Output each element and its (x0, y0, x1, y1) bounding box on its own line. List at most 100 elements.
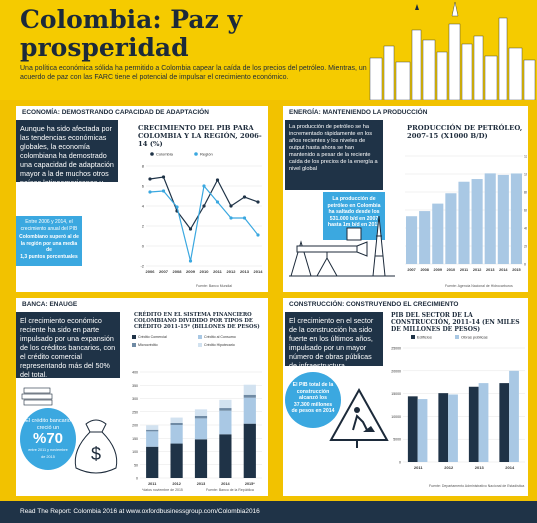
bar-segment (170, 422, 183, 425)
data-point (188, 227, 193, 231)
legend-swatch (132, 335, 136, 339)
bar (510, 173, 522, 264)
x-tick-label: 2014 (505, 465, 515, 470)
bar-segment (194, 415, 208, 419)
legend-label: Crédito al Consumo (204, 335, 236, 339)
economia-section-title: ECONOMÍA: DEMOSTRANDO CAPACIDAD DE ADAPT… (22, 109, 209, 116)
construccion-text: El crecimiento en el sector de la constr… (285, 312, 383, 370)
legend-swatch (198, 343, 202, 347)
bar (448, 394, 458, 462)
legend-label: Crédito Comercial (138, 335, 167, 339)
bar (478, 383, 489, 462)
bar-segment (146, 446, 159, 478)
bar-segment (170, 443, 183, 478)
bar (458, 181, 470, 264)
bar (406, 216, 418, 264)
x-tick-label: 2010 (447, 268, 455, 272)
x-tick-label: 2013 (197, 482, 205, 486)
x-tick-label: 2015 (512, 268, 520, 272)
construction-chart-title: PIB DEL SECTOR DE LA CONSTRUCCIÓN, 2011-… (391, 312, 520, 333)
money-bag-icon: $ (74, 419, 118, 474)
y-tick-label: 0 (399, 461, 401, 465)
x-tick-label: 2014 (221, 482, 230, 486)
data-point (148, 177, 152, 181)
x-tick-label: 2010 (200, 269, 210, 274)
city-skyline-illustration (369, 1, 536, 100)
legend-label: Obras públicas (461, 335, 488, 340)
y-tick-label: 50 (134, 463, 138, 467)
economia-source: Fuente: Banco Mundial (196, 284, 232, 288)
bar-segment (243, 384, 256, 395)
bar-segment (243, 423, 256, 478)
y-tick-label: 8 (142, 164, 145, 169)
data-point (202, 204, 206, 208)
bar (432, 203, 444, 264)
bar-segment (146, 429, 159, 432)
economia-callout-value: 1,3 puntos porcentuales (20, 253, 78, 260)
data-point (242, 195, 247, 199)
bar-segment (243, 394, 256, 398)
banca-section-title: BANCA: ENAUGE (22, 301, 78, 308)
gdp-chart-title: CRECIMIENTO DEL PIB PARA COLOMBIA Y LA R… (138, 124, 262, 148)
y-tick-label: 300 (132, 397, 138, 401)
legend-swatch (194, 152, 198, 156)
y-tick-label: 150 (132, 437, 138, 441)
legend-swatch (150, 152, 154, 156)
x-tick-label: 2008 (420, 268, 428, 272)
construccion-section-title: CONSTRUCCIÓN: CONSTRUYENDO EL CRECIMIENT… (289, 301, 459, 308)
legend-swatch (198, 335, 202, 339)
bar-segment (219, 410, 232, 435)
energia-text: La producción de petróleo se ha incremen… (285, 120, 383, 190)
bar-segment (146, 431, 159, 447)
bar (468, 386, 479, 462)
energia-panel: ENERGÍA: MANTENIENDO LA PRODUCCIÓN La pr… (283, 106, 528, 292)
data-point (175, 205, 179, 209)
y-tick-label: 5000 (393, 438, 401, 442)
construction-gdp-bar-chart: Edificios Obras públicas 0 5000 10000 15000 20… (391, 335, 525, 470)
legend-label: Crédito Hipotecario (204, 343, 235, 347)
data-point (256, 200, 260, 204)
banca-callout: El crédito bancario creció un %70 entre … (20, 408, 76, 470)
x-tick-label: 2012 (444, 465, 454, 470)
y-tick-label: 600 (524, 209, 527, 213)
construction-sign-icon (329, 387, 389, 448)
oil-production-bar-chart: 0 200 400 600 800 1000 1200 2007 2008 2009 2010 201… (405, 155, 527, 272)
x-tick-label: 2015* (245, 482, 255, 486)
banca-source: Fuente: Banco de la República (206, 488, 254, 492)
x-tick-label: 2014 (254, 269, 264, 274)
y-tick-label: 4 (142, 204, 145, 209)
bar-segment (146, 425, 159, 430)
y-tick-label: 15000 (391, 392, 401, 396)
economia-panel: ECONOMÍA: DEMOSTRANDO CAPACIDAD DE ADAPT… (16, 106, 268, 292)
y-tick-label: 250 (132, 410, 138, 414)
legend-swatch (132, 343, 136, 347)
data-point (256, 233, 260, 237)
construccion-panel: CONSTRUCCIÓN: CONSTRUYENDO EL CRECIMIENT… (283, 298, 528, 496)
credit-stacked-bar-chart: Crédito Comercial Crédito al Consumo Micro… (132, 335, 262, 486)
y-tick-label: 350 (132, 384, 138, 388)
bar (417, 399, 428, 462)
y-tick-label: 0 (524, 263, 526, 267)
x-tick-label: 2007 (159, 269, 169, 274)
energia-section-title: ENERGÍA: MANTENIENDO LA PRODUCCIÓN (289, 109, 428, 116)
bar (497, 174, 509, 264)
oil-chart-title: PRODUCCIÓN DE PETRÓLEO, 2007-15 (x1000 b… (407, 124, 523, 140)
y-tick-label: -2 (140, 264, 144, 269)
economia-text: Aunque ha sido afectada por las tendenci… (16, 120, 118, 196)
x-tick-label: 2011 (460, 268, 468, 272)
legend-label: Región (200, 152, 213, 157)
legend-label: Edificios (417, 335, 432, 340)
data-point (161, 175, 166, 179)
energia-callout: La producción de petróleo en Colombia ha… (323, 192, 385, 240)
y-tick-label: 1000 (524, 173, 527, 177)
bar (499, 383, 510, 462)
bar-segment (194, 409, 208, 416)
legend-swatch (411, 335, 415, 339)
x-tick-label: 2011 (414, 465, 423, 470)
y-tick-label: 2 (142, 224, 145, 229)
data-point (229, 216, 233, 220)
energia-source: Fuente: Agencia Nacional de Hidrocarburo… (445, 284, 513, 288)
x-tick-label: 2011 (213, 269, 222, 274)
banca-panel: BANCA: ENAUGE El crecimiento económico r… (16, 298, 268, 496)
bar-segment (194, 418, 208, 440)
